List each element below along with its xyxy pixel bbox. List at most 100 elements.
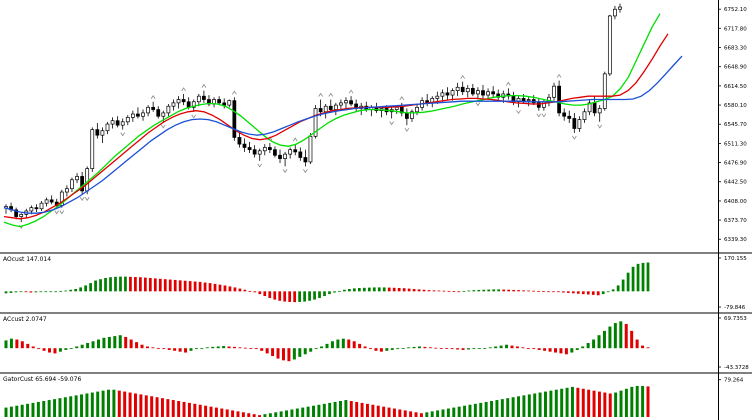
bar-down [392, 287, 396, 292]
bar-up [306, 406, 310, 417]
bar-down [517, 290, 520, 292]
bar-up [570, 348, 574, 353]
bar-up [312, 405, 315, 417]
candle-down-body [491, 91, 496, 95]
bar-up [222, 346, 226, 349]
bar-up [412, 346, 416, 349]
bar-up [635, 385, 639, 417]
bar-down [515, 346, 519, 349]
bar-down [178, 280, 182, 292]
candle-up-body [410, 111, 414, 119]
bar-down [258, 415, 262, 417]
candle [313, 105, 318, 139]
alligator-line [3, 55, 683, 214]
candle [115, 116, 120, 128]
accust-pane: ACcust 2.0747 69.7353 -43.3728 [3, 316, 749, 371]
bar-up [385, 348, 389, 351]
bar-up [362, 287, 366, 292]
candle-up-body [339, 102, 343, 106]
candle [470, 83, 475, 97]
bar-down [133, 393, 137, 417]
bar-up [124, 276, 127, 292]
bar-down [624, 323, 628, 349]
bar-up [467, 290, 471, 292]
candle [257, 148, 262, 161]
bar-down [437, 290, 441, 292]
candle [476, 87, 480, 100]
bar-up [479, 402, 483, 417]
candle-down-body [445, 92, 450, 96]
bar-up [487, 289, 491, 292]
bar-down [271, 348, 275, 356]
bar-up [494, 346, 498, 349]
candle-up-body [455, 86, 460, 91]
fractal-down-arrow [389, 121, 394, 126]
candle-up-body [161, 112, 166, 117]
bar-up [565, 387, 569, 417]
bar-down [365, 403, 369, 417]
candle-down-body [186, 101, 191, 108]
bar-down [117, 390, 121, 417]
candle-up-body [176, 99, 181, 104]
candle [618, 3, 622, 13]
price-tick-label: 6339.30 [724, 237, 747, 243]
bar-down [243, 289, 247, 292]
bar-down [134, 277, 137, 292]
candle-down-body [572, 118, 577, 129]
bar-down [209, 406, 213, 417]
bar-up [462, 290, 466, 292]
bar-up [320, 346, 324, 349]
candle [227, 99, 232, 108]
candle [359, 102, 364, 116]
bar-up [330, 341, 334, 349]
fractal-up-arrow [328, 92, 334, 97]
candle-up-body [75, 176, 79, 181]
bar-down [532, 290, 535, 292]
bar-up [472, 290, 476, 292]
bar-up [205, 347, 209, 349]
bar-up [641, 262, 645, 292]
candle [567, 110, 572, 123]
bar-down [248, 290, 252, 292]
fractal-up-arrow [232, 90, 237, 95]
candle [405, 108, 409, 126]
candle-down-body [202, 95, 206, 100]
bar-up [624, 388, 628, 417]
bar-up [90, 392, 94, 417]
bar-up [586, 343, 590, 349]
bar-up [517, 396, 521, 417]
bar-up [382, 287, 386, 292]
bar-up [96, 391, 100, 417]
bar-up [58, 398, 62, 417]
candle-up-body [70, 179, 74, 190]
bar-up [53, 399, 57, 417]
bar-up [488, 347, 492, 349]
bar-down [581, 388, 585, 417]
fractal-down-arrow [475, 102, 481, 107]
bar-up [606, 291, 610, 293]
bar-up [490, 401, 494, 417]
price-tick-label: 6648.90 [724, 65, 747, 71]
bar-up [85, 393, 89, 417]
candle [146, 105, 150, 117]
candle [207, 95, 211, 107]
bar-up [9, 338, 13, 349]
bar-down [552, 291, 555, 293]
price-tick-label: 6614.50 [724, 84, 747, 90]
bar-down [641, 345, 645, 349]
candle [202, 90, 206, 103]
bar-up [314, 348, 318, 350]
candle [273, 146, 277, 158]
bar-down [124, 336, 128, 349]
bar-down [249, 348, 253, 349]
bar-down [238, 347, 242, 349]
candle-up-body [44, 199, 49, 204]
bar-up [339, 401, 342, 417]
fractal-down-arrow [59, 210, 65, 215]
bar-up [59, 290, 63, 292]
bar-down [630, 330, 634, 349]
candle-down-body [470, 88, 475, 95]
candle [100, 127, 105, 143]
candle-down-body [328, 105, 333, 110]
